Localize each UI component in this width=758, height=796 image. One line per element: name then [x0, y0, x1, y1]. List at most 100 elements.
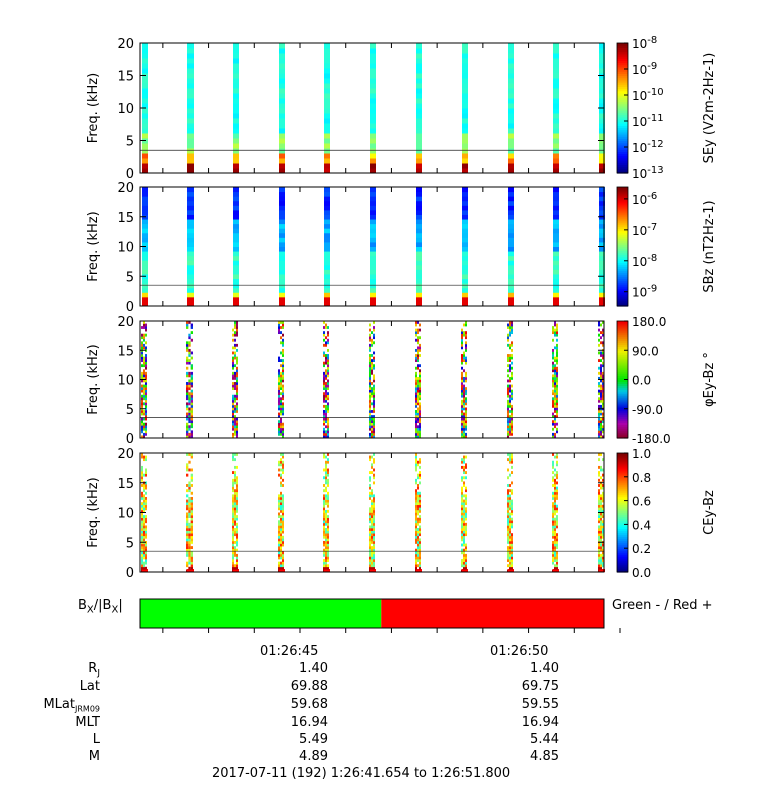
spectrogram-cell	[233, 98, 239, 104]
spectrogram-cell	[465, 392, 467, 396]
spectrogram-cell	[507, 520, 509, 524]
spectrogram-cell	[415, 323, 417, 327]
spectrogram-cell	[327, 496, 329, 500]
spectrogram-cell	[600, 420, 602, 424]
spectrogram-cell	[190, 504, 193, 508]
spectrogram-cell	[232, 540, 234, 544]
spectrogram-cell	[190, 412, 193, 416]
spectrogram-cell	[373, 399, 375, 403]
spectrogram-cell	[232, 484, 234, 487]
spectrogram-cell	[554, 455, 556, 459]
spectrogram-cell	[233, 68, 239, 74]
spectrogram-cell	[278, 382, 280, 385]
spectrogram-cell	[415, 520, 417, 524]
spectrogram-cell	[282, 366, 284, 370]
spectrogram-cell	[556, 453, 558, 456]
spectrogram-cell	[236, 484, 238, 487]
colorbar-segment	[617, 532, 628, 535]
colorbar-segment	[617, 264, 628, 267]
spectrogram-cell	[187, 138, 194, 144]
spectrogram-cell	[323, 533, 325, 537]
spectrogram-cell	[324, 128, 330, 134]
spectrogram-cell	[462, 296, 468, 302]
spectrogram-cell	[323, 432, 325, 436]
spectrogram-cell	[415, 522, 417, 526]
spectrogram-cell	[415, 559, 417, 562]
spectrogram-cell	[323, 379, 325, 383]
spectrogram-cell	[553, 73, 559, 79]
spectrogram-cell	[141, 387, 143, 390]
spectrogram-cell	[507, 410, 509, 413]
colorbar-segment	[617, 75, 628, 79]
spectrogram-cell	[186, 533, 189, 537]
spectrogram-cell	[369, 425, 371, 429]
spectrogram-cell	[419, 458, 421, 462]
spectrogram-cell	[373, 356, 375, 360]
spectrogram-cell	[462, 148, 468, 154]
spectrogram-cell	[553, 246, 559, 252]
spectrogram-cell	[186, 535, 189, 539]
spectrogram-cell	[282, 392, 284, 396]
spectrogram-cell	[554, 328, 556, 332]
spectrogram-cell	[325, 561, 327, 565]
spectrogram-cell	[465, 435, 467, 439]
spectrogram-cell	[602, 512, 604, 516]
spectrogram-cell	[463, 432, 465, 436]
spectrogram-cell	[282, 478, 284, 482]
spectrogram-cell	[188, 504, 191, 508]
spectrogram-cell	[233, 223, 239, 229]
spectrogram-cell	[190, 410, 193, 413]
spectrogram-cell	[141, 507, 143, 511]
spectrogram-cell	[145, 359, 147, 362]
colorbar-segment	[617, 51, 628, 55]
y-tick-label: 15	[117, 477, 134, 492]
spectrogram-cell	[186, 564, 189, 568]
spectrogram-cell	[145, 387, 147, 390]
spectrogram-cell	[188, 354, 191, 357]
spectrogram-cell	[324, 68, 330, 74]
spectrogram-cell	[143, 323, 145, 327]
spectrogram-cell	[232, 404, 234, 408]
spectrogram-cell	[511, 323, 513, 327]
spectrogram-cell	[190, 371, 193, 375]
spectrogram-cell	[465, 361, 467, 365]
spectrogram-cell	[279, 232, 285, 238]
spectrogram-cell	[143, 397, 145, 401]
spectrogram-cell	[463, 515, 465, 518]
spectrogram-cell	[145, 499, 147, 503]
spectrogram-cell	[143, 522, 145, 526]
spectrogram-cell	[417, 417, 419, 421]
spectrogram-cell	[188, 432, 191, 436]
spectrogram-cell	[186, 465, 189, 469]
spectrogram-cell	[463, 566, 465, 570]
spectrogram-cell	[419, 533, 421, 537]
spectrogram-cell	[188, 425, 191, 429]
spectrogram-cell	[323, 331, 325, 335]
spectrogram-cell	[145, 455, 147, 459]
spectrogram-cell	[233, 138, 239, 144]
spectrogram-cell	[145, 399, 147, 403]
spectrogram-cell	[282, 453, 284, 456]
spectrogram-cell	[416, 143, 422, 149]
spectrogram-cell	[509, 354, 511, 357]
spectrogram-cell	[419, 499, 421, 503]
spectrogram-cell	[145, 415, 147, 418]
spectrogram-cell	[461, 520, 463, 524]
spectrogram-cell	[419, 509, 421, 513]
spectrogram-cell	[556, 392, 558, 396]
spectrogram-cell	[416, 219, 422, 225]
spectrogram-cell	[463, 415, 465, 418]
spectrogram-cell	[598, 422, 600, 426]
spectrogram-cell	[461, 425, 463, 429]
spectrogram-cell	[465, 376, 467, 380]
spectrogram-cell	[554, 540, 556, 544]
spectrogram-cell	[142, 98, 148, 104]
colorbar-frame	[616, 42, 629, 174]
spectrogram-cell	[556, 374, 558, 378]
spectrogram-cell	[553, 223, 559, 229]
spectrogram-cell	[187, 205, 194, 211]
spectrogram-cell	[463, 425, 465, 429]
colorbar-segment	[617, 350, 628, 353]
spectrogram-cell	[141, 517, 143, 521]
spectrogram-cell	[236, 361, 238, 365]
